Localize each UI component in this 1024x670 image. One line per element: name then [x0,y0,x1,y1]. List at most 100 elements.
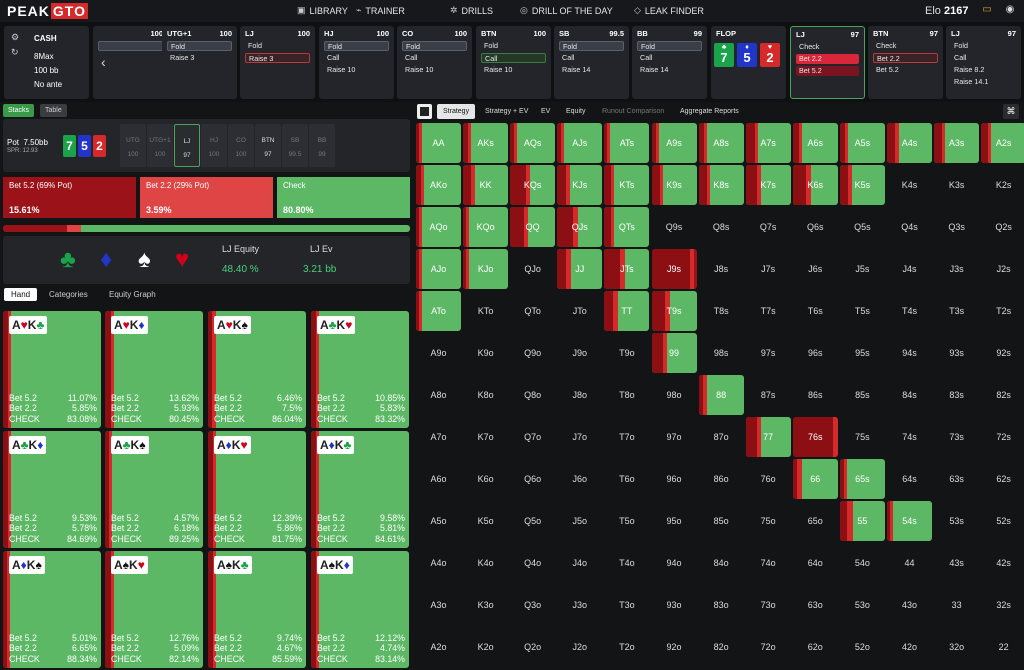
stacks-button[interactable]: Stacks [3,104,35,117]
hand-combo-card[interactable]: A♠K♣ Bet 5.2 9.74% Bet 2.2 4.67% CHECK 85.59% [208,551,306,668]
table-button[interactable]: Table [40,104,67,117]
range-cell[interactable]: 44 [887,543,932,583]
range-cell[interactable]: J9s [651,249,697,289]
seat-btn[interactable]: BTN 97 [255,124,281,167]
range-cell[interactable]: J3o [557,585,602,625]
range-cell[interactable]: 98s [699,333,744,373]
action-option[interactable] [98,41,163,51]
range-cell[interactable]: A8s [698,123,744,163]
range-cell[interactable]: AJs [557,123,603,163]
range-cell[interactable]: J2o [557,627,602,667]
range-cell[interactable]: 82o [699,627,744,667]
range-cell[interactable]: 97s [746,333,791,373]
action-option[interactable]: Call [405,53,418,62]
range-cell[interactable]: Q6o [510,459,555,499]
range-cell[interactable]: 72s [981,417,1024,457]
suit-filter-icon[interactable]: ♣ [60,246,76,273]
range-cell[interactable]: A2s [981,123,1024,163]
range-cell[interactable]: K8s [698,165,744,205]
seat-co[interactable]: CO 100 [228,124,254,167]
range-cell[interactable]: T7s [746,291,791,331]
range-cell[interactable]: K6s [792,165,838,205]
range-cell[interactable]: T8s [699,291,744,331]
range-cell[interactable]: A7s [745,123,791,163]
hand-combo-card[interactable]: A♣K♠ Bet 5.2 4.57% Bet 2.2 6.18% CHECK 89.25% [105,431,203,548]
range-cell[interactable]: J8o [557,375,602,415]
controller-icon[interactable]: ⌘ [1003,104,1019,119]
action-option[interactable]: Call [954,53,967,62]
range-cell[interactable]: Q3s [934,207,979,247]
range-cell[interactable]: 74o [746,543,791,583]
action-option[interactable]: Bet 2.2 [873,53,938,63]
range-cell[interactable]: 65o [793,501,838,541]
range-cell[interactable]: 43o [887,585,932,625]
range-cell[interactable]: 42o [887,627,932,667]
range-cell[interactable]: JTs [604,249,650,289]
range-cell[interactable]: 64o [793,543,838,583]
range-cell[interactable]: 62s [981,459,1024,499]
range-cell[interactable]: 43s [934,543,979,583]
suit-filter-icon[interactable]: ♠ [138,246,151,273]
tab-strategy[interactable]: Strategy [437,104,476,119]
range-cell[interactable]: 97o [652,417,697,457]
range-cell[interactable]: QJs [557,207,603,247]
range-cell[interactable]: TT [604,291,650,331]
postflop-card-lj-0[interactable]: LJ 97 Check Bet 2.2 Bet 5.2 [790,26,865,99]
range-cell[interactable]: 32s [981,585,1024,625]
range-cell[interactable]: KK [463,165,509,205]
position-card-hj[interactable]: HJ 100 Fold Call Raise 10 [319,26,394,99]
range-cell[interactable]: 55 [839,501,885,541]
suit-filter-icon[interactable]: ♥ [175,246,190,273]
action-option[interactable]: Fold [167,41,232,51]
range-cell[interactable]: 87s [746,375,791,415]
range-cell[interactable]: Q2o [510,627,555,667]
range-cell[interactable]: 33 [934,585,979,625]
strategy-option-0[interactable]: Bet 5.2 (69% Pot) 15.61% [3,177,136,218]
range-cell[interactable]: T2s [981,291,1024,331]
range-cell[interactable]: A5o [416,501,461,541]
range-cell[interactable]: A3s [934,123,980,163]
range-cell[interactable]: T4s [887,291,932,331]
range-cell[interactable]: 99 [651,333,697,373]
nav-leak-finder[interactable]: ◇ LEAK FINDER [634,5,704,16]
range-cell[interactable]: 93o [652,585,697,625]
range-cell[interactable]: 93s [934,333,979,373]
hand-combo-card[interactable]: A♥K♠ Bet 5.2 6.46% Bet 2.2 7.5% CHECK 86.04% [208,311,306,428]
range-cell[interactable]: K6o [463,459,508,499]
range-cell[interactable]: A4o [416,543,461,583]
range-cell[interactable]: Q3o [510,585,555,625]
hand-combo-card[interactable]: A♠K♦ Bet 5.2 12.12% Bet 2.2 4.74% CHECK 83.14% [311,551,409,668]
range-cell[interactable]: T5s [840,291,885,331]
action-option[interactable]: Raise 14 [562,65,591,74]
range-cell[interactable]: 84o [699,543,744,583]
position-card-utg[interactable]: 100 ‹ [93,26,168,99]
range-cell[interactable]: 92o [652,627,697,667]
range-cell[interactable]: J5s [840,249,885,289]
range-cell[interactable]: K9s [651,165,697,205]
range-cell[interactable]: 42s [981,543,1024,583]
range-cell[interactable]: AKo [416,165,461,205]
user-icon[interactable]: ◉ [1005,4,1015,15]
range-cell[interactable]: Q8o [510,375,555,415]
tab-ev[interactable]: EV [541,108,551,115]
range-cell[interactable]: Q7s [746,207,791,247]
range-cell[interactable]: T6s [793,291,838,331]
hand-combo-card[interactable]: A♣K♥ Bet 5.2 10.85% Bet 2.2 5.83% CHECK 83.32% [311,311,409,428]
tab-strategy-ev[interactable]: Strategy + EV [485,108,529,115]
range-cell[interactable]: K7o [463,417,508,457]
chevron-left-icon[interactable]: ‹ [101,54,106,70]
action-option[interactable]: Raise 10 [327,65,356,74]
range-cell[interactable]: A9o [416,333,461,373]
tab-runout-comparison[interactable]: Runout Comparison [602,108,665,115]
range-cell[interactable]: T9s [651,291,697,331]
action-option[interactable]: Fold [559,41,624,51]
action-option[interactable]: Raise 3 [170,53,195,62]
hand-combo-card[interactable]: A♦K♠ Bet 5.2 5.01% Bet 2.2 6.65% CHECK 88.34% [3,551,101,668]
range-cell[interactable]: Q5o [510,501,555,541]
action-option[interactable]: Fold [954,41,968,50]
range-cell[interactable]: QTo [510,291,555,331]
range-cell[interactable]: Q8s [699,207,744,247]
range-cell[interactable]: 75s [840,417,885,457]
range-cell[interactable]: ATs [604,123,650,163]
range-cell[interactable]: J4o [557,543,602,583]
